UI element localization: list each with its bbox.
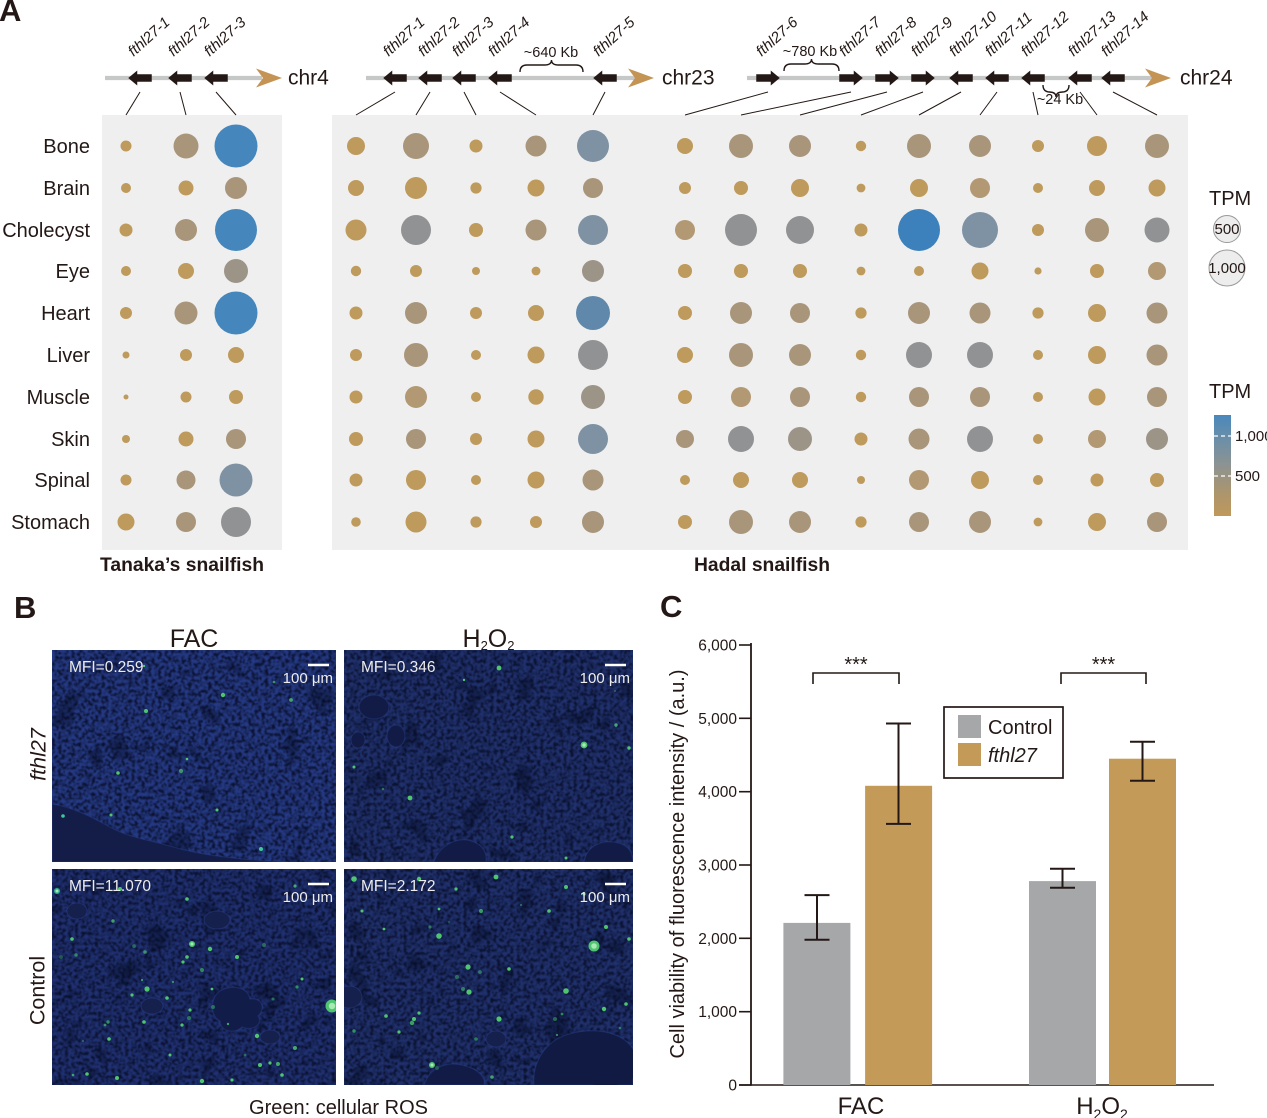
svg-text:500: 500 — [1214, 221, 1239, 238]
svg-text:Heart: Heart — [41, 303, 90, 325]
svg-text:Skin: Skin — [51, 429, 90, 451]
svg-text:MFI=11.070: MFI=11.070 — [69, 878, 151, 895]
svg-text:5,000: 5,000 — [698, 711, 737, 728]
svg-text:Muscle: Muscle — [27, 387, 90, 409]
svg-text:MFI=0.346: MFI=0.346 — [361, 659, 436, 676]
svg-text:***: *** — [844, 654, 868, 676]
svg-text:100 μm: 100 μm — [283, 670, 333, 687]
svg-text:Bone: Bone — [43, 136, 90, 158]
svg-text:100 μm: 100 μm — [580, 889, 630, 906]
svg-text:fthl27: fthl27 — [988, 745, 1038, 767]
svg-text:Brain: Brain — [43, 178, 90, 200]
svg-text:1,000: 1,000 — [1208, 260, 1246, 277]
svg-text:C: C — [660, 589, 682, 624]
svg-text:H2O2: H2O2 — [1076, 1093, 1128, 1118]
svg-text:Cholecyst: Cholecyst — [2, 220, 90, 242]
svg-text:Liver: Liver — [47, 345, 91, 367]
svg-text:~640 Kb: ~640 Kb — [524, 45, 578, 61]
svg-text:TPM: TPM — [1209, 188, 1251, 210]
svg-text:3,000: 3,000 — [698, 858, 737, 875]
svg-text:Control: Control — [988, 717, 1052, 739]
svg-text:FAC: FAC — [838, 1093, 885, 1118]
svg-text:MFI=2.172: MFI=2.172 — [361, 878, 436, 895]
svg-text:Eye: Eye — [56, 261, 90, 283]
svg-text:0: 0 — [728, 1078, 737, 1095]
svg-text:4,000: 4,000 — [698, 784, 737, 801]
svg-text:Stomach: Stomach — [11, 512, 90, 534]
svg-text:Tanaka’s snailfish: Tanaka’s snailfish — [100, 555, 264, 576]
svg-text:100 μm: 100 μm — [580, 670, 630, 687]
svg-text:100 μm: 100 μm — [283, 889, 333, 906]
svg-text:chr23: chr23 — [662, 67, 715, 90]
svg-text:2,000: 2,000 — [698, 931, 737, 948]
svg-text:chr24: chr24 — [1180, 67, 1233, 90]
svg-text:MFI=0.259: MFI=0.259 — [69, 659, 144, 676]
svg-text:1,000: 1,000 — [698, 1004, 737, 1021]
svg-text:chr4: chr4 — [288, 67, 329, 90]
svg-text:Hadal snailfish: Hadal snailfish — [694, 555, 830, 576]
svg-text:***: *** — [1092, 654, 1116, 676]
svg-text:TPM: TPM — [1209, 381, 1251, 403]
svg-text:500: 500 — [1235, 468, 1260, 485]
svg-text:6,000: 6,000 — [698, 638, 737, 655]
svg-text:1,000: 1,000 — [1235, 428, 1267, 445]
svg-text:~24 Kb: ~24 Kb — [1037, 92, 1083, 108]
svg-text:Cell viability of fluorescence: Cell viability of fluorescence intensity… — [667, 669, 689, 1058]
svg-text:Spinal: Spinal — [34, 470, 90, 492]
svg-text:~780 Kb: ~780 Kb — [783, 44, 837, 60]
